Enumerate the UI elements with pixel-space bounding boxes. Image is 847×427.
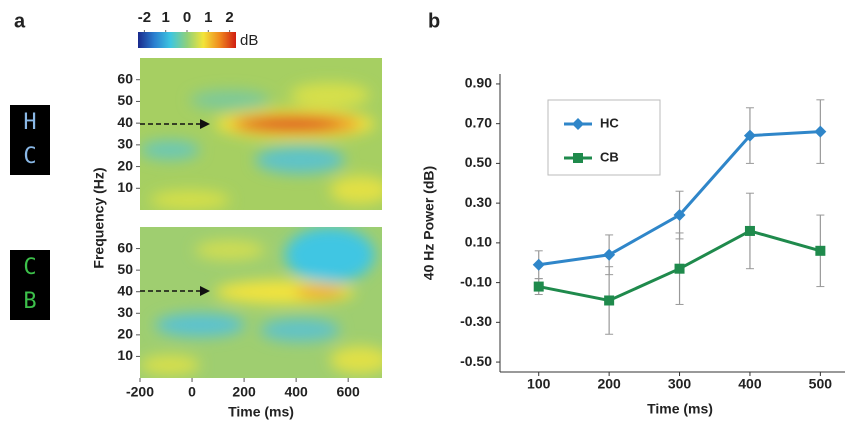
panel-label: a (14, 10, 26, 32)
x-tick-label: 400 (284, 384, 308, 400)
y-tick-label: 40 (117, 282, 133, 298)
group-letter: B (23, 289, 36, 314)
y-tick-label: 0.90 (465, 75, 492, 91)
marker (815, 245, 826, 256)
y-tick-label: -0.10 (460, 273, 492, 289)
x-tick-label: 500 (809, 376, 833, 392)
axis-title: 40 Hz Power (dB) (421, 166, 437, 280)
marker (572, 118, 584, 130)
legend (547, 99, 661, 176)
marker (744, 225, 755, 236)
y-tick-label: 50 (117, 92, 133, 108)
y-tick-label: 0.70 (465, 114, 492, 130)
y-tick-label: 0.50 (465, 154, 492, 170)
x-tick-label: 100 (527, 376, 551, 392)
axis-title: Frequency (Hz) (91, 167, 107, 268)
marker (573, 153, 583, 163)
arrow (140, 119, 210, 296)
y-tick-label: 60 (117, 239, 133, 255)
x-tick-label: 200 (597, 376, 621, 392)
group-letter: C (23, 255, 36, 280)
marker (814, 125, 827, 138)
marker (603, 248, 616, 261)
colorbar-tick-label: 1 (162, 9, 170, 26)
colorbar (138, 32, 236, 48)
colorbar-tick-label: -2 (138, 9, 151, 26)
y-tick-label: 50 (117, 261, 133, 277)
heatmap (140, 58, 382, 210)
y-tick-label: 10 (117, 347, 133, 363)
y-tick-label: -0.50 (460, 353, 492, 369)
y-tick-label: 40 (117, 114, 133, 130)
y-tick-label: 0.10 (465, 234, 492, 250)
group-letter: C (23, 144, 36, 169)
colorbar-tick-label: 0 (183, 9, 191, 26)
y-tick-label: 60 (117, 70, 133, 86)
heatmap (140, 227, 382, 378)
y-tick-label: 30 (117, 136, 133, 152)
y-tick-label: -0.30 (460, 313, 492, 329)
marker (673, 209, 686, 222)
y-tick-label: 20 (117, 326, 133, 342)
marker (533, 281, 544, 292)
legend-label: HC (600, 115, 619, 130)
group-box (10, 250, 50, 320)
y-tick-label: 10 (117, 179, 133, 195)
x-tick-label: 400 (738, 376, 762, 392)
y-tick-label: 20 (117, 157, 133, 173)
colorbar-label: dB (240, 32, 258, 49)
legend-label: CB (600, 149, 619, 164)
marker (743, 129, 756, 142)
axis-title: Time (ms) (647, 401, 713, 417)
colorbar-tick-label: 2 (225, 9, 233, 26)
x-tick-label: 300 (668, 376, 692, 392)
group-box (10, 105, 50, 175)
marker (604, 295, 615, 306)
axis-title: Time (ms) (228, 404, 294, 420)
x-tick-label: -200 (126, 384, 154, 400)
y-tick-label: 0.30 (465, 194, 492, 210)
group-letter: H (23, 110, 36, 135)
marker (674, 263, 685, 274)
x-tick-label: 600 (336, 384, 360, 400)
marker (532, 258, 545, 271)
x-tick-label: 200 (232, 384, 256, 400)
x-tick-label: 0 (188, 384, 196, 400)
y-tick-label: 30 (117, 304, 133, 320)
panel-label: b (428, 10, 440, 32)
colorbar-tick-label: 1 (204, 9, 212, 26)
